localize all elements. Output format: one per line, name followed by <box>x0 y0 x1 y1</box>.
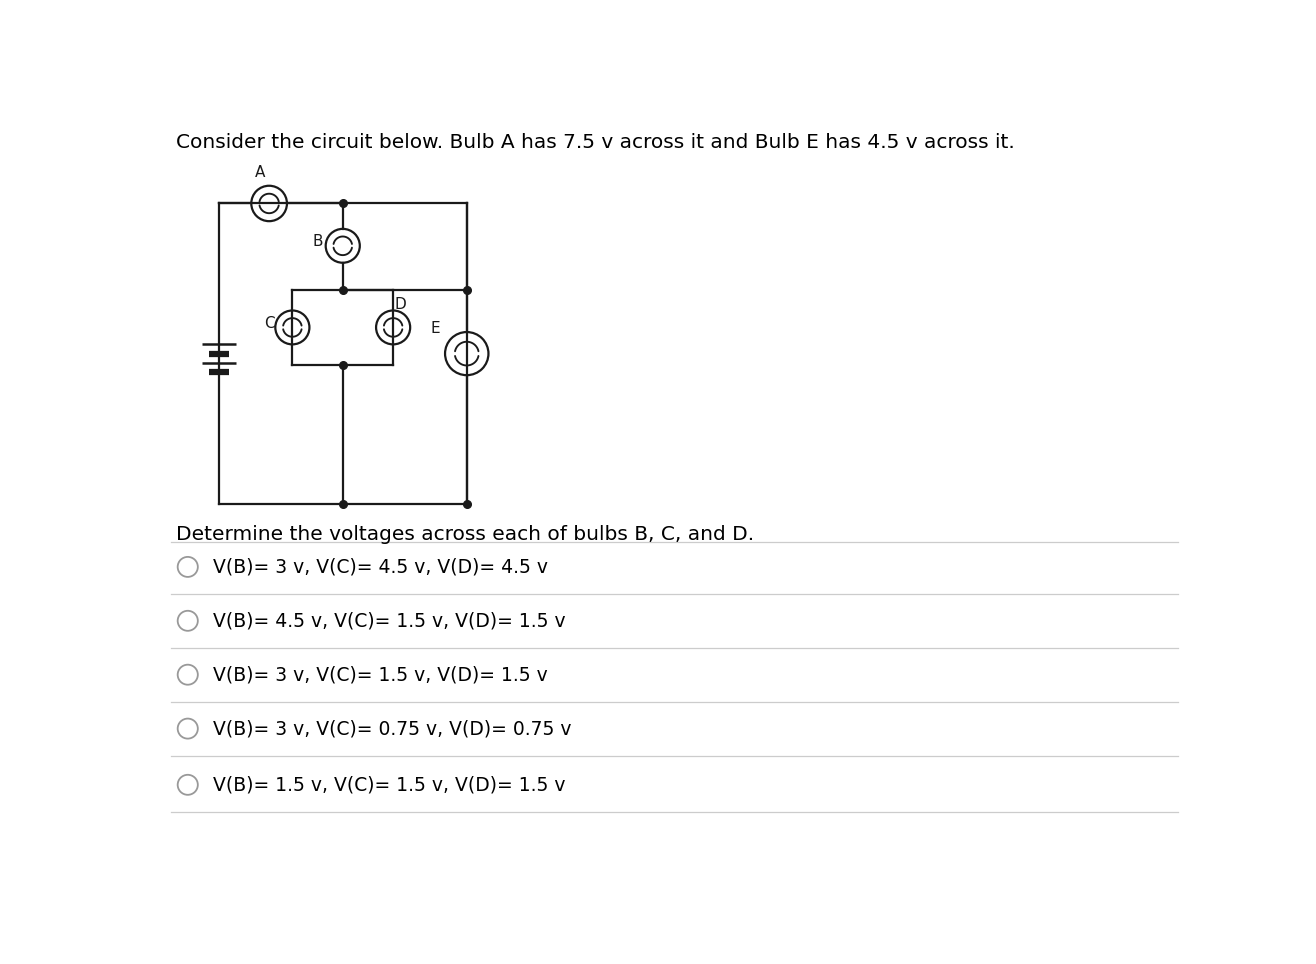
Text: A: A <box>254 166 265 180</box>
Text: C: C <box>263 316 275 331</box>
Text: B: B <box>313 234 324 250</box>
Text: V(B)= 3 v, V(C)= 4.5 v, V(D)= 4.5 v: V(B)= 3 v, V(C)= 4.5 v, V(D)= 4.5 v <box>213 557 547 576</box>
Text: V(B)= 3 v, V(C)= 1.5 v, V(D)= 1.5 v: V(B)= 3 v, V(C)= 1.5 v, V(D)= 1.5 v <box>213 665 547 684</box>
Text: E: E <box>430 321 441 336</box>
Text: D: D <box>395 297 407 311</box>
Text: V(B)= 1.5 v, V(C)= 1.5 v, V(D)= 1.5 v: V(B)= 1.5 v, V(C)= 1.5 v, V(D)= 1.5 v <box>213 775 565 794</box>
Text: Consider the circuit below. Bulb A has 7.5 v across it and Bulb E has 4.5 v acro: Consider the circuit below. Bulb A has 7… <box>176 133 1015 151</box>
Text: V(B)= 4.5 v, V(C)= 1.5 v, V(D)= 1.5 v: V(B)= 4.5 v, V(C)= 1.5 v, V(D)= 1.5 v <box>213 611 565 630</box>
Text: Determine the voltages across each of bulbs B, C, and D.: Determine the voltages across each of bu… <box>176 525 754 545</box>
Text: V(B)= 3 v, V(C)= 0.75 v, V(D)= 0.75 v: V(B)= 3 v, V(C)= 0.75 v, V(D)= 0.75 v <box>213 719 571 738</box>
